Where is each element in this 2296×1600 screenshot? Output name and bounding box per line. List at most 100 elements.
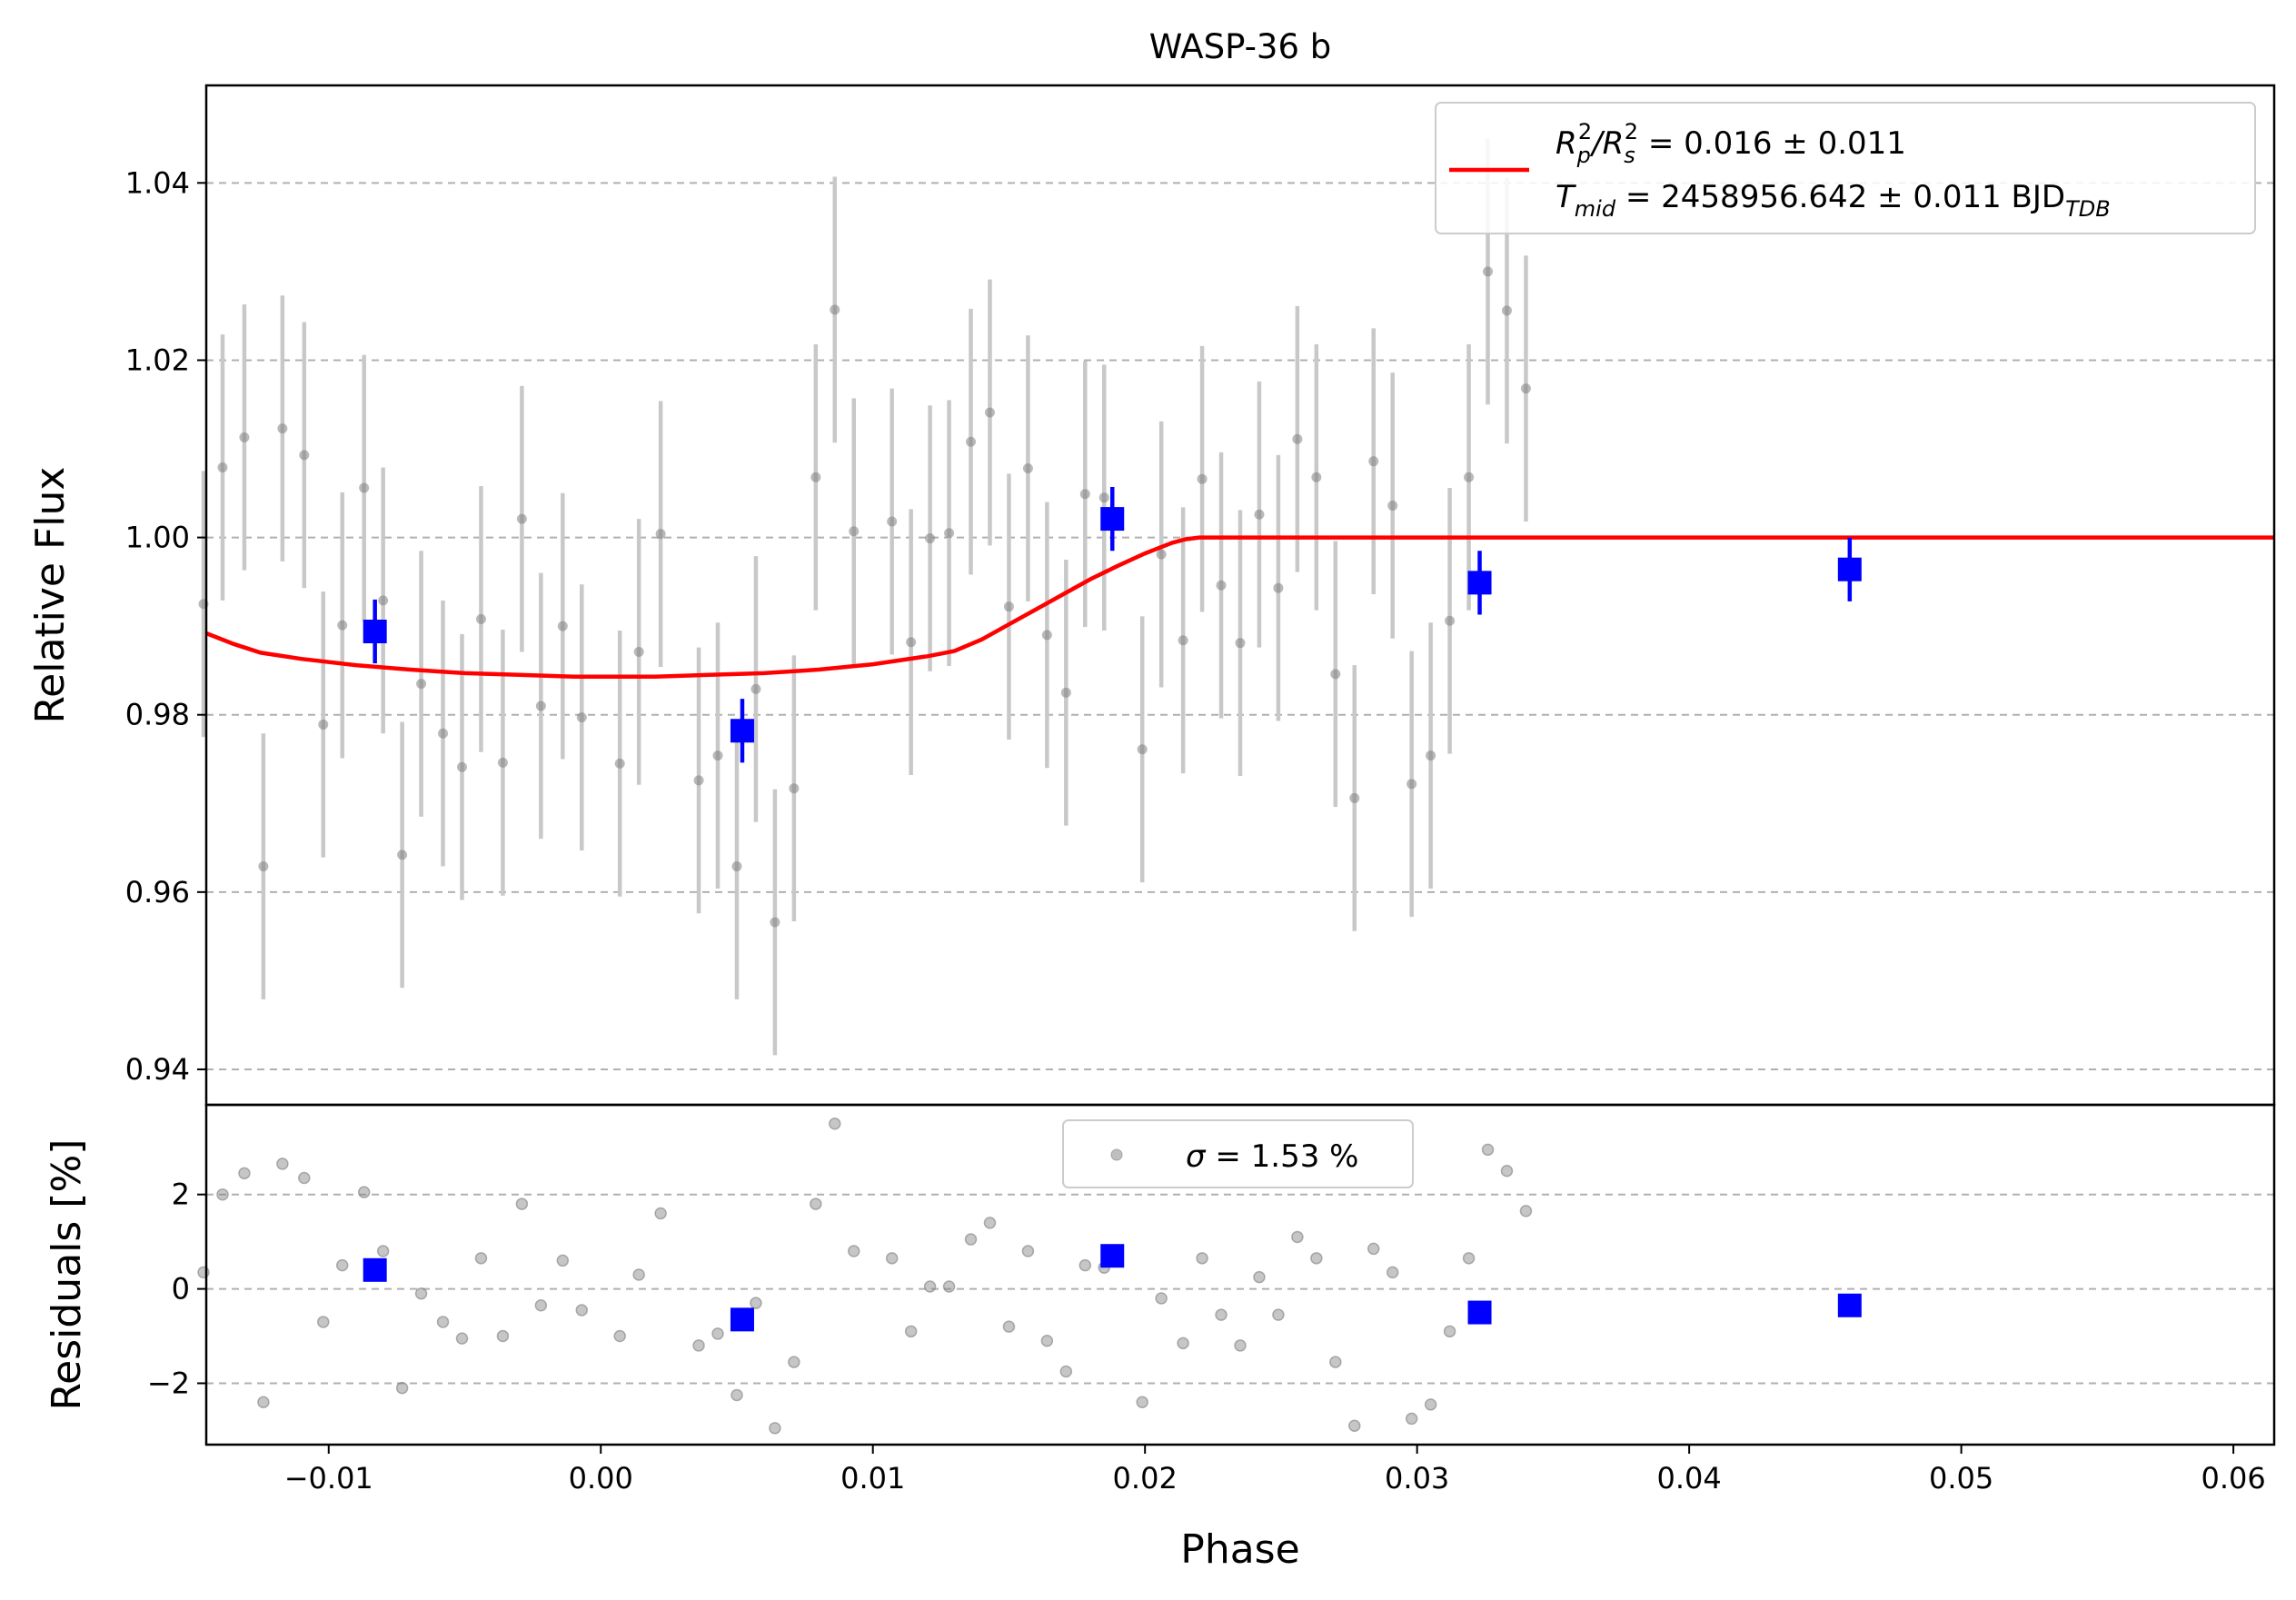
residual-point [1078, 1258, 1092, 1272]
residual-point [750, 1297, 762, 1309]
residual-point [847, 1245, 860, 1257]
residuals-panel-frame [204, 1103, 2276, 1446]
flux-data-point [925, 533, 936, 544]
residual-point [654, 1207, 667, 1220]
residual-point [1177, 1337, 1189, 1350]
flux-data-point [614, 758, 625, 769]
flux-data-point [299, 450, 310, 461]
flux-y-tick-label: 0.98 [125, 698, 190, 732]
flux-data-point [944, 528, 955, 539]
residual-point [1386, 1266, 1399, 1279]
flux-y-tick-label: 0.96 [125, 875, 190, 909]
residual-point [1500, 1164, 1514, 1178]
flux-data-point [1197, 473, 1208, 484]
flux-data-point [655, 529, 666, 540]
flux-data-point [1368, 456, 1379, 467]
flux-data-point [397, 850, 408, 860]
residual-point [335, 1258, 349, 1272]
residual-binned-point [363, 1257, 387, 1282]
flux-data-point [1483, 266, 1494, 277]
flux-data-point [1292, 433, 1303, 444]
residual-binned-point [730, 1307, 754, 1332]
flux-binned-point [1467, 571, 1492, 595]
legend-tmid-text: Tmid = 2458956.642 ± 0.011 BJDTDB [1556, 179, 2111, 222]
flux-data-point [770, 917, 780, 928]
residual-point [455, 1332, 469, 1345]
flux-data-point [535, 701, 546, 711]
residual-point [1443, 1325, 1456, 1338]
flux-data-point [239, 432, 250, 442]
residual-point [613, 1329, 626, 1343]
flux-data-point [217, 462, 228, 473]
residual-point [1196, 1252, 1208, 1265]
residuals-y-tick-label: 0 [172, 1272, 190, 1307]
residual-point [942, 1280, 956, 1293]
residuals-y-tick-label: 2 [172, 1178, 190, 1212]
residual-point [1059, 1365, 1073, 1378]
flux-data-point [497, 757, 508, 768]
flux-data-point [359, 482, 370, 493]
residual-point [575, 1304, 589, 1317]
chart-title: WASP-36 b [1149, 27, 1332, 66]
residual-point [556, 1254, 570, 1267]
x-axis-label: Phase [1180, 1526, 1299, 1573]
residual-point [238, 1167, 251, 1180]
residual-point [692, 1339, 705, 1352]
x-tick-label: 0.00 [569, 1461, 633, 1496]
residual-point [317, 1316, 330, 1328]
residual-point [1329, 1356, 1342, 1368]
flux-data-point [830, 304, 840, 315]
flux-data-point [1311, 472, 1322, 482]
residuals-y-ticks: −2 0 2 [147, 1178, 206, 1400]
flux-data-point [849, 526, 860, 537]
flux-binned-points [363, 486, 1862, 763]
x-tick-label: 0.06 [2201, 1461, 2265, 1496]
residuals-data-points [197, 1118, 1533, 1435]
residual-point [376, 1245, 390, 1257]
residual-point [1155, 1292, 1168, 1305]
residuals-legend-box [1062, 1119, 1414, 1188]
flux-data-point [516, 513, 527, 524]
residual-point [1234, 1339, 1247, 1352]
residual-point [1424, 1398, 1437, 1411]
residuals-panel: −2 0 2 −0.01 0.00 0.01 0.02 0.03 0.04 0.05 0.06 P… [44, 1103, 2276, 1573]
flux-data-points [198, 266, 1531, 928]
flux-data-point [1137, 744, 1148, 755]
residual-point [923, 1280, 937, 1293]
x-tick-label: 0.02 [1113, 1461, 1178, 1496]
flux-data-point [1156, 549, 1167, 560]
residual-point [810, 1198, 822, 1210]
residual-point [829, 1118, 841, 1130]
residual-point [436, 1316, 450, 1328]
flux-data-point [712, 750, 723, 761]
flux-data-point [789, 783, 800, 794]
residual-point [298, 1171, 311, 1185]
flux-data-point [1235, 638, 1246, 649]
residuals-y-tick-label: −2 [147, 1366, 190, 1400]
flux-data-point [906, 637, 917, 648]
flux-y-axis-label: Relative Flux [27, 467, 74, 724]
residual-point [1481, 1143, 1495, 1157]
x-tick-label: −0.01 [284, 1461, 373, 1496]
flux-data-point [633, 646, 644, 657]
residual-point [788, 1356, 800, 1368]
flux-data-point [750, 683, 761, 694]
residual-point [515, 1198, 529, 1210]
flux-data-point [1330, 669, 1341, 680]
legend-depth-text: Rp2/Rs2 = 0.016 ± 0.011 [1556, 119, 1906, 168]
flux-y-tick-label: 1.04 [125, 165, 190, 200]
residual-point [1040, 1334, 1054, 1347]
flux-data-point [277, 423, 288, 434]
flux-data-point [693, 775, 704, 786]
residual-binned-point [1837, 1293, 1862, 1317]
flux-legend: Rp2/Rs2 = 0.016 ± 0.011 Tmid = 2458956.6… [1435, 102, 2256, 234]
flux-data-point [475, 613, 486, 624]
flux-data-point [258, 861, 269, 872]
residual-point [1136, 1396, 1148, 1408]
flux-binned-point [730, 719, 754, 743]
residual-point [1519, 1205, 1533, 1217]
flux-y-ticks: 0.94 0.96 0.98 1.00 1.02 1.04 [125, 165, 206, 1087]
flux-data-point [576, 712, 587, 723]
residual-point [257, 1396, 270, 1408]
x-axis-ticks: −0.01 0.00 0.01 0.02 0.03 0.04 0.05 0.06 [284, 1445, 2266, 1496]
